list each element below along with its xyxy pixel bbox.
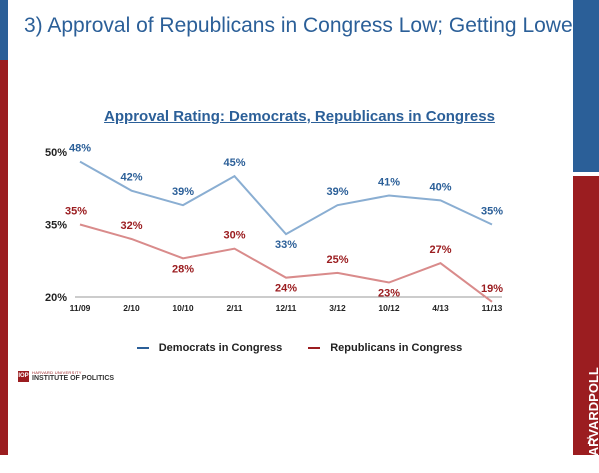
- republicans-data-label: 27%: [429, 244, 451, 256]
- iop-logo-text: HARVARD UNIVERSITY INSTITUTE OF POLITICS: [32, 370, 114, 382]
- logo-small-text: HARVARD UNIVERSITY: [32, 370, 82, 375]
- republicans-data-label: 28%: [172, 263, 194, 275]
- legend-item-republicans: Republicans in Congress: [308, 342, 462, 354]
- legend-label-republicans: Republicans in Congress: [330, 342, 463, 354]
- right-accent-bar-blue: [573, 0, 599, 172]
- iop-logo: IOP HARVARD UNIVERSITY INSTITUTE OF POLI…: [18, 370, 114, 382]
- x-tick-label: 10/12: [378, 303, 400, 313]
- x-tick-label: 3/12: [329, 303, 346, 313]
- legend-item-democrats: Democrats in Congress: [136, 342, 283, 354]
- republicans-data-label: 24%: [275, 283, 297, 295]
- democrats-data-label: 39%: [326, 186, 348, 198]
- chart-title-wrapper: Approval Rating: Democrats, Republicans …: [0, 108, 599, 126]
- republicans-data-label: 23%: [378, 288, 400, 300]
- y-tick-label: 20%: [45, 292, 67, 304]
- republicans-data-label: 35%: [65, 206, 87, 218]
- democrats-data-label: 42%: [120, 172, 142, 184]
- democrats-data-label: 35%: [481, 206, 503, 218]
- republicans-data-label: 32%: [120, 220, 142, 232]
- x-tick-label: 11/13: [482, 303, 503, 313]
- slide-title: 3) Approval of Republicans in Congress L…: [24, 14, 580, 37]
- democrats-data-label: 48%: [69, 143, 91, 155]
- x-tick-label: 10/10: [172, 303, 194, 313]
- democrats-data-label: 45%: [223, 157, 245, 169]
- republicans-data-label: 25%: [326, 254, 348, 266]
- right-accent-bar-red: [573, 176, 599, 455]
- y-tick-label: 35%: [45, 220, 67, 232]
- left-accent-bar-red: [0, 60, 8, 455]
- x-tick-label: 2/11: [226, 303, 242, 313]
- x-tick-label: 11/09: [70, 303, 91, 313]
- x-tick-label: 2/10: [123, 303, 140, 313]
- line-chart: 50% 35% 20%11/09 2/10 10/10 2/11 12/11 3/12 10/1…: [45, 143, 503, 313]
- republicans-data-label: 30%: [223, 230, 245, 242]
- republicans-line: [79, 223, 493, 303]
- page-number: 7: [586, 436, 592, 446]
- chart-legend: Democrats in Congress Republicans in Con…: [0, 342, 599, 354]
- democrats-line: [79, 160, 493, 236]
- democrats-data-label: 41%: [378, 177, 400, 189]
- democrats-data-label: 40%: [429, 181, 451, 193]
- democrats-data-label: 39%: [172, 186, 194, 198]
- y-tick-label: 50%: [45, 147, 67, 159]
- legend-swatch-republicans: [308, 347, 321, 349]
- legend-label-democrats: Democrats in Congress: [158, 342, 283, 354]
- republicans-data-label: 19%: [481, 283, 503, 295]
- x-tick-label: 12/11: [276, 303, 297, 313]
- harvardpoll-tag: #HARVARDPOLL: [586, 367, 599, 473]
- legend-swatch-democrats: [136, 347, 149, 349]
- x-tick-label: 4/13: [432, 303, 449, 313]
- iop-logo-mark: IOP: [18, 370, 29, 382]
- logo-main-text: INSTITUTE OF POLITICS: [32, 375, 115, 382]
- chart-title: Approval Rating: Democrats, Republicans …: [104, 108, 495, 125]
- democrats-data-label: 33%: [275, 239, 297, 251]
